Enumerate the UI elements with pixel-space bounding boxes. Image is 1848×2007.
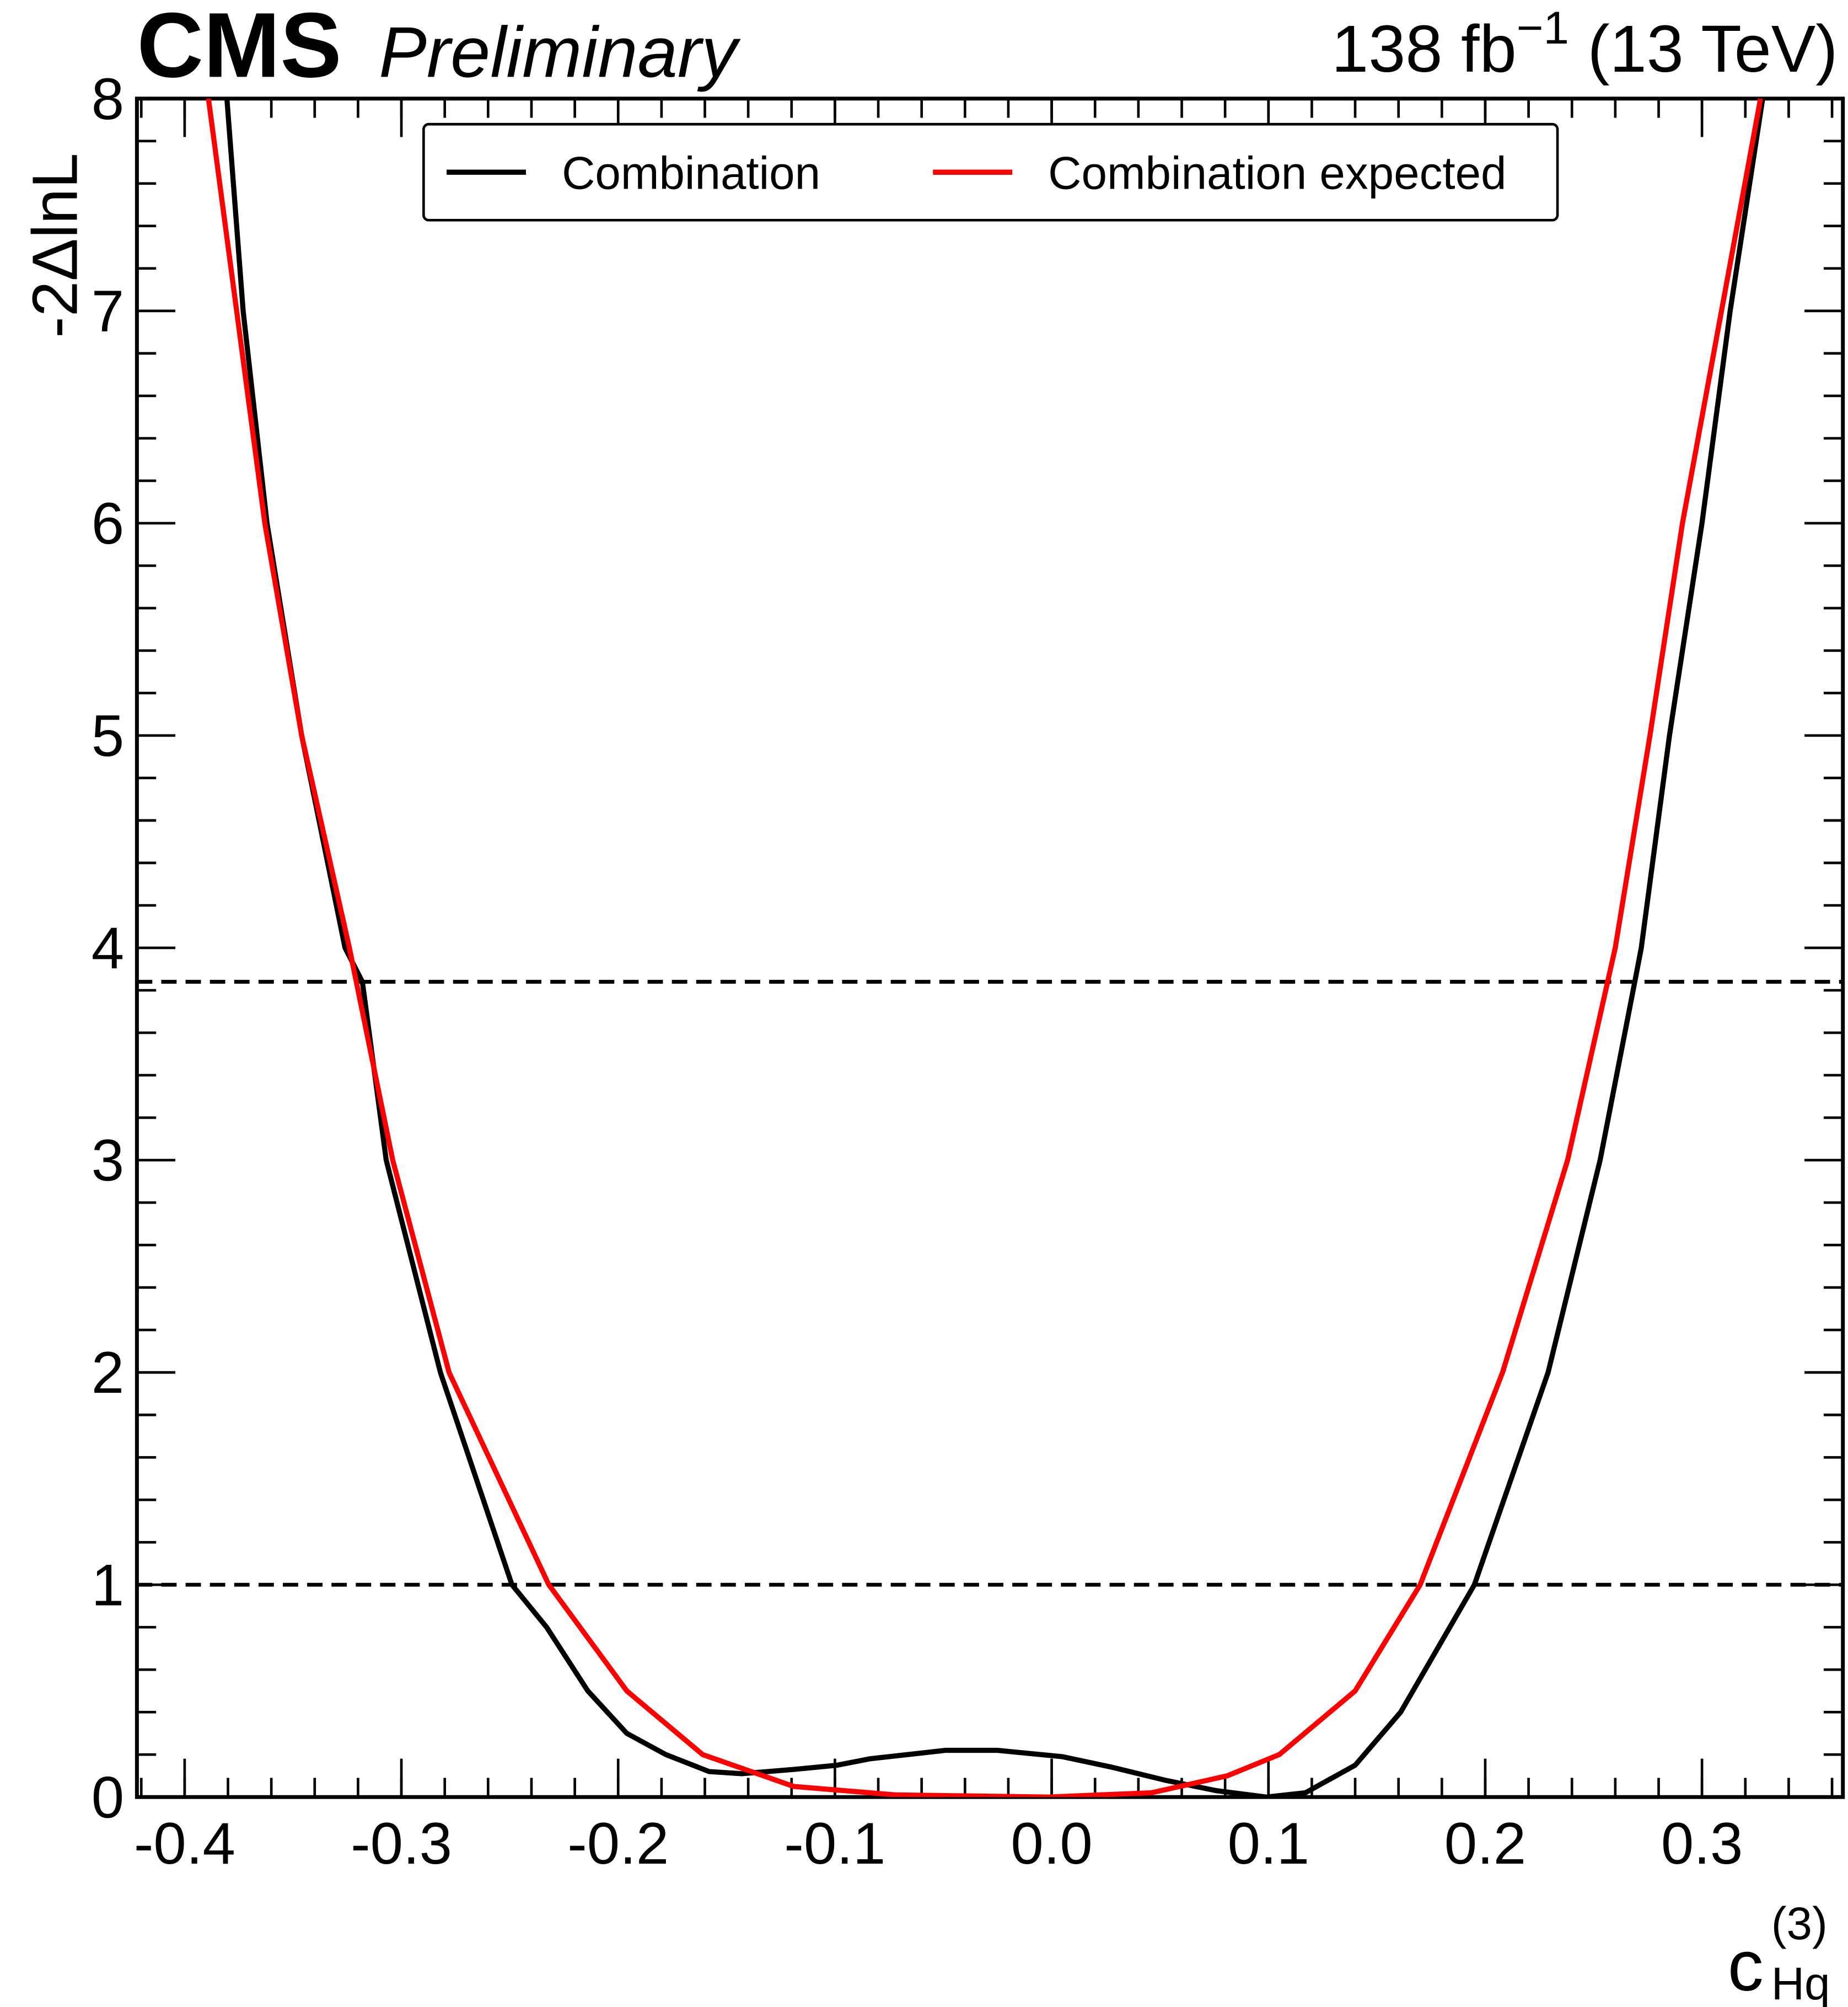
series-line — [224, 98, 1765, 1797]
x-axis-label: c(3) Hq — [1728, 1897, 1830, 2007]
lumi-label: 138 fb−1 (13 TeV) — [1331, 2, 1838, 86]
y-tick-label: 6 — [92, 490, 124, 556]
x-tick-label: 0.3 — [1661, 1810, 1743, 1876]
x-label-main: c — [1728, 1925, 1764, 2006]
y-tick-label: 5 — [92, 702, 124, 769]
y-tick-label: 4 — [92, 915, 124, 981]
x-tick-label: 0.0 — [1011, 1810, 1092, 1876]
x-label-sup: (3) — [1771, 1897, 1828, 1949]
y-tick-label: 3 — [92, 1127, 124, 1193]
legend-label: Combination — [562, 147, 820, 198]
x-tick-label: -0.4 — [134, 1810, 235, 1876]
plot-frame — [135, 96, 1845, 1799]
cms-label: CMS — [137, 0, 341, 96]
y-tick-label: 8 — [92, 66, 124, 132]
lumi-energy: (13 TeV) — [1569, 12, 1838, 86]
x-tick-label: 0.1 — [1228, 1810, 1309, 1876]
x-tick-label: -0.2 — [567, 1810, 669, 1876]
legend-label: Combination expected — [1048, 147, 1506, 198]
y-tick-label: 0 — [92, 1764, 124, 1830]
x-label-sub: Hq — [1771, 1957, 1830, 2007]
x-tick-label: 0.2 — [1444, 1810, 1526, 1876]
y-tick-label: 2 — [92, 1339, 124, 1405]
series-line — [206, 98, 1763, 1797]
status-label: Preliminary — [379, 12, 741, 92]
x-tick-label: -0.1 — [784, 1810, 885, 1876]
y-tick-label: 7 — [92, 278, 124, 344]
x-tick-label: -0.3 — [351, 1810, 452, 1876]
lumi-text: 138 fb — [1331, 12, 1517, 86]
y-axis-label: -2ΔlnL — [19, 153, 90, 338]
y-tick-label: 1 — [92, 1552, 124, 1618]
lumi-exponent: −1 — [1517, 2, 1569, 53]
